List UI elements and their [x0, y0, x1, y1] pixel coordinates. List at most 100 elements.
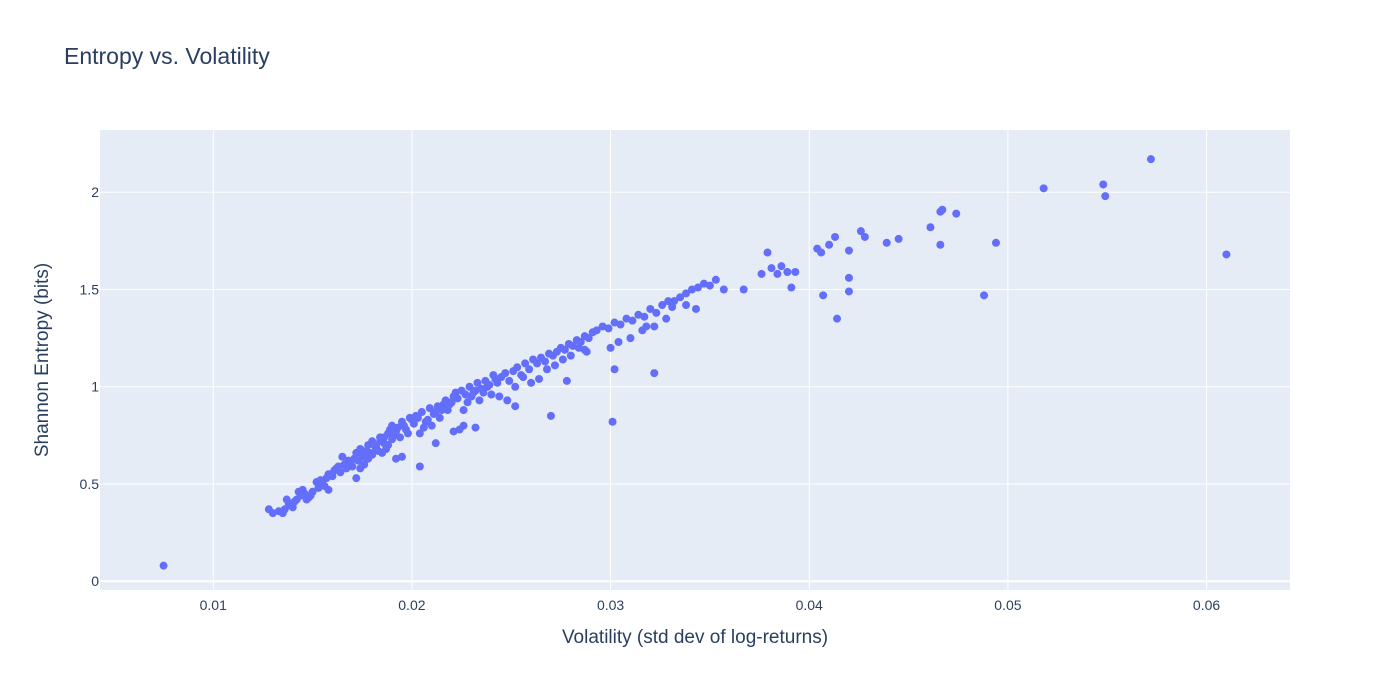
data-point: [449, 427, 458, 436]
data-point: [560, 345, 569, 354]
data-point: [860, 232, 869, 241]
data-point: [757, 269, 766, 278]
data-point: [606, 343, 615, 352]
data-point: [415, 429, 424, 438]
data-point: [521, 359, 530, 368]
data-point: [503, 396, 512, 405]
data-point: [926, 223, 935, 232]
data-point: [650, 322, 659, 331]
data-point: [608, 417, 617, 426]
data-point: [676, 293, 685, 302]
data-point: [415, 462, 424, 471]
data-point: [423, 415, 432, 424]
data-point: [467, 392, 476, 401]
data-point: [372, 444, 381, 453]
data-point: [739, 285, 748, 294]
data-point: [614, 338, 623, 347]
data-point: [419, 423, 428, 432]
x-axis-title: Volatility (std dev of log-returns): [562, 627, 828, 648]
data-point: [352, 474, 361, 483]
data-point: [550, 361, 559, 370]
y-axis-title: Shannon Entropy (bits): [32, 263, 53, 457]
data-point: [542, 365, 551, 374]
data-point: [844, 273, 853, 282]
data-point: [453, 394, 462, 403]
data-point: [1222, 250, 1231, 259]
data-point: [616, 320, 625, 329]
data-point: [479, 388, 488, 397]
data-point: [787, 283, 796, 292]
y-tick-label: 1.5: [80, 281, 100, 297]
data-point: [541, 357, 550, 366]
data-point: [282, 495, 291, 504]
data-point: [513, 363, 522, 372]
data-point: [473, 378, 482, 387]
data-point: [318, 479, 327, 488]
data-point: [767, 264, 776, 273]
data-point: [592, 326, 601, 335]
data-point: [773, 269, 782, 278]
data-point: [833, 314, 842, 323]
data-point: [558, 355, 567, 364]
data-point: [610, 365, 619, 374]
data-point: [511, 382, 520, 391]
data-point: [427, 421, 436, 430]
data-point: [546, 411, 555, 420]
data-point: [642, 322, 651, 331]
data-point: [980, 291, 989, 300]
data-point: [628, 316, 637, 325]
data-point: [338, 452, 347, 461]
data-point: [326, 470, 335, 479]
data-point: [882, 238, 891, 247]
grid-lines: [100, 130, 1290, 590]
data-point: [626, 334, 635, 343]
data-point: [664, 297, 673, 306]
data-point: [354, 456, 363, 465]
data-point: [342, 464, 351, 473]
data-point: [533, 359, 542, 368]
data-point: [417, 408, 426, 417]
y-tick-label: 0.5: [80, 476, 100, 492]
plot-area: [100, 130, 1290, 590]
data-point: [465, 382, 474, 391]
data-point: [334, 462, 343, 471]
data-point: [825, 240, 834, 249]
data-point: [443, 406, 452, 415]
data-point: [384, 441, 393, 450]
data-point: [936, 207, 945, 216]
chart-title: Entropy vs. Volatility: [64, 43, 270, 69]
data-point: [493, 378, 502, 387]
data-point: [831, 232, 840, 241]
data-point: [505, 376, 514, 385]
data-point: [376, 437, 385, 446]
y-tick-label: 2: [91, 184, 99, 200]
data-point: [952, 209, 961, 218]
data-point: [693, 283, 702, 292]
data-point: [777, 262, 786, 271]
x-tick-label: 0.05: [994, 597, 1021, 613]
data-point: [705, 281, 714, 290]
data-point: [646, 304, 655, 313]
data-point: [856, 227, 865, 236]
data-point: [936, 240, 945, 249]
data-point: [519, 373, 528, 382]
data-point: [658, 301, 667, 310]
data-point: [662, 314, 671, 323]
data-point: [783, 267, 792, 276]
x-tick-label: 0.02: [398, 597, 425, 613]
data-point: [844, 246, 853, 255]
data-point: [439, 400, 448, 409]
y-tick-label: 0: [91, 573, 99, 589]
y-axis-ticks: 0 0.5 1 1.5 2: [80, 184, 100, 589]
data-point: [719, 285, 728, 294]
x-tick-label: 0.03: [597, 597, 624, 613]
x-tick-label: 0.01: [200, 597, 227, 613]
data-point: [682, 289, 691, 298]
data-point: [483, 382, 492, 391]
data-points: [159, 155, 1231, 570]
data-point: [1039, 184, 1048, 193]
data-point: [368, 450, 377, 459]
data-point: [584, 334, 593, 343]
data-point: [403, 429, 412, 438]
data-point: [580, 345, 589, 354]
